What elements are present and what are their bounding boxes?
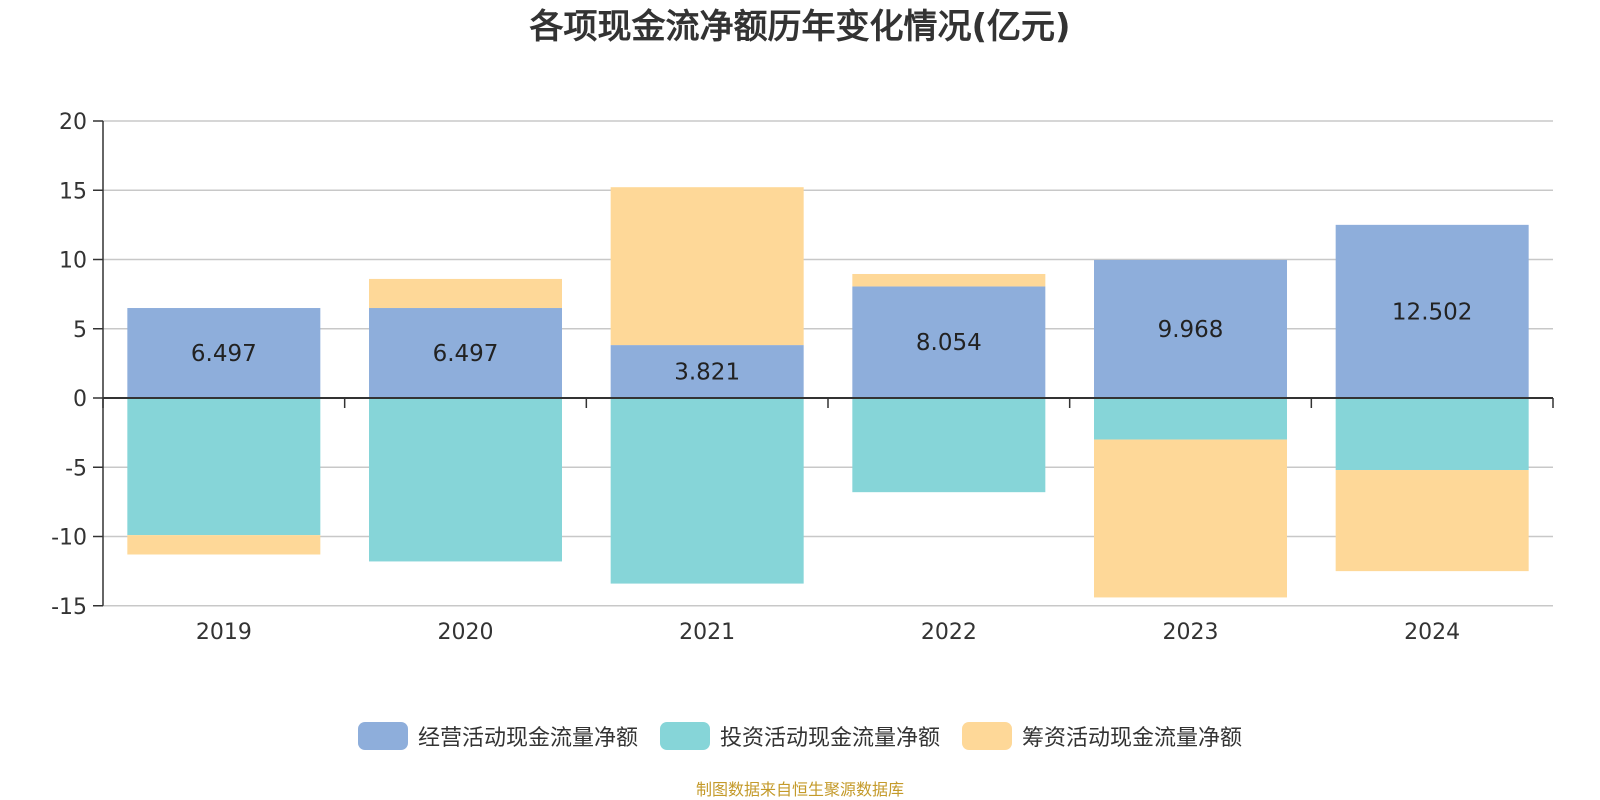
bar-series-0-2022[interactable] bbox=[852, 286, 1046, 398]
x-tick-label: 2023 bbox=[1163, 620, 1219, 645]
bar-series-1-2020[interactable] bbox=[369, 398, 562, 562]
data-label: 8.054 bbox=[916, 330, 982, 356]
legend-label: 投资活动现金流量净额 bbox=[719, 726, 940, 751]
x-tick-label: 2024 bbox=[1404, 620, 1460, 645]
data-label: 6.497 bbox=[191, 341, 257, 367]
x-tick-label: 2019 bbox=[196, 620, 252, 645]
chart-plot: 20 15 10 5 0 -5 -10 -15 6.497 6.497 3.821 8.054 9.9… bbox=[51, 110, 1554, 645]
grid-lines bbox=[103, 120, 1553, 607]
y-tick-label: 10 bbox=[59, 249, 87, 274]
source-note: 制图数据来自恒生聚源数据库 bbox=[695, 780, 904, 799]
legend-label: 筹资活动现金流量净额 bbox=[1022, 726, 1243, 751]
bar-series-2-2019[interactable] bbox=[127, 535, 321, 555]
bar-series-1-2019[interactable] bbox=[127, 398, 321, 536]
labels: 6.497 6.497 3.821 8.054 9.968 12.502 2019 2020 2… bbox=[191, 299, 1473, 644]
bar-series-0-2023[interactable] bbox=[1094, 259, 1287, 398]
legend-swatch bbox=[659, 722, 710, 750]
legend-item-1[interactable]: 投资活动现金流量净额 bbox=[659, 720, 940, 752]
data-label: 6.497 bbox=[433, 341, 499, 367]
axes: 20 15 10 5 0 -5 -10 -15 bbox=[51, 110, 1554, 620]
data-label: 3.821 bbox=[674, 360, 740, 386]
bar-series-1-2022[interactable] bbox=[852, 398, 1046, 493]
legend-label: 经营活动现金流量净额 bbox=[417, 726, 638, 751]
bar-series-2-2022[interactable] bbox=[852, 273, 1046, 287]
legend-item-2[interactable]: 筹资活动现金流量净额 bbox=[962, 720, 1242, 752]
x-tick-label: 2022 bbox=[921, 620, 977, 645]
bar-series-2-2021[interactable] bbox=[610, 187, 804, 346]
y-tick-label: -10 bbox=[51, 526, 87, 551]
legend-swatch bbox=[357, 722, 408, 750]
bar-series-0-2019[interactable] bbox=[127, 308, 321, 398]
bar-series-2-2024[interactable] bbox=[1335, 470, 1529, 572]
bars bbox=[127, 187, 1529, 598]
y-tick-label: 20 bbox=[59, 110, 87, 135]
y-tick-label: 5 bbox=[73, 318, 87, 343]
y-tick-label: -15 bbox=[51, 595, 87, 620]
bar-series-1-2021[interactable] bbox=[610, 398, 804, 584]
bar-series-0-2024[interactable] bbox=[1335, 224, 1529, 398]
bar-series-2-2020[interactable] bbox=[369, 278, 562, 309]
x-tick-label: 2020 bbox=[438, 620, 494, 645]
data-label: 9.968 bbox=[1158, 317, 1224, 343]
bar-series-1-2023[interactable] bbox=[1094, 398, 1287, 440]
chart-title: 各项现金流净额历年变化情况(亿元) bbox=[529, 7, 1071, 47]
y-tick-label: 15 bbox=[59, 179, 87, 204]
bar-series-0-2021[interactable] bbox=[610, 345, 804, 398]
legend-item-0[interactable]: 经营活动现金流量净额 bbox=[357, 720, 638, 752]
legend-swatch bbox=[962, 722, 1012, 750]
data-label: 12.502 bbox=[1392, 299, 1472, 325]
bar-series-0-2020[interactable] bbox=[369, 308, 562, 398]
legend: 经营活动现金流量净额 投资活动现金流量净额 筹资活动现金流量净额 bbox=[0, 720, 1600, 752]
bar-series-1-2024[interactable] bbox=[1335, 398, 1529, 471]
y-tick-label: -5 bbox=[65, 456, 87, 481]
x-tick-label: 2021 bbox=[679, 620, 735, 645]
bar-series-2-2023[interactable] bbox=[1094, 439, 1287, 598]
y-tick-label: 0 bbox=[73, 387, 87, 412]
